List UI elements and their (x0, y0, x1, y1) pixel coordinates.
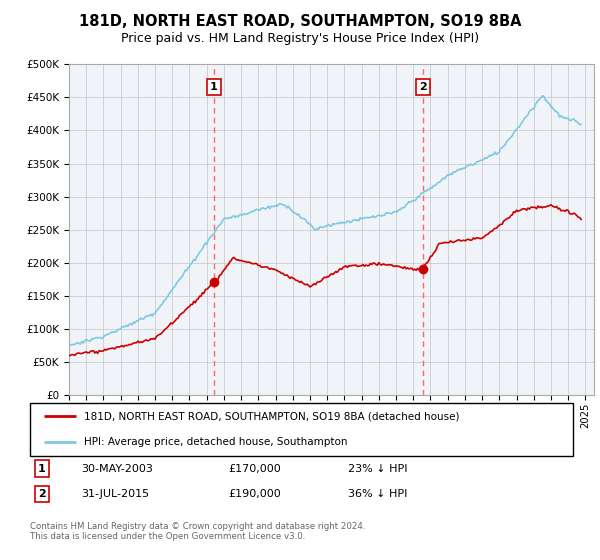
Text: 1: 1 (210, 82, 218, 92)
Text: 181D, NORTH EAST ROAD, SOUTHAMPTON, SO19 8BA (detached house): 181D, NORTH EAST ROAD, SOUTHAMPTON, SO19… (85, 412, 460, 422)
Text: 31-JUL-2015: 31-JUL-2015 (81, 489, 149, 499)
Text: 1: 1 (38, 464, 46, 474)
Text: £170,000: £170,000 (228, 464, 281, 474)
Text: 2: 2 (419, 82, 427, 92)
Text: Contains HM Land Registry data © Crown copyright and database right 2024.
This d: Contains HM Land Registry data © Crown c… (30, 522, 365, 542)
Text: 2: 2 (38, 489, 46, 499)
Text: £190,000: £190,000 (228, 489, 281, 499)
Text: Price paid vs. HM Land Registry's House Price Index (HPI): Price paid vs. HM Land Registry's House … (121, 32, 479, 45)
Text: HPI: Average price, detached house, Southampton: HPI: Average price, detached house, Sout… (85, 436, 348, 446)
Text: 23% ↓ HPI: 23% ↓ HPI (348, 464, 407, 474)
Text: 30-MAY-2003: 30-MAY-2003 (81, 464, 153, 474)
Text: 181D, NORTH EAST ROAD, SOUTHAMPTON, SO19 8BA: 181D, NORTH EAST ROAD, SOUTHAMPTON, SO19… (79, 14, 521, 29)
FancyBboxPatch shape (30, 403, 573, 456)
Text: 36% ↓ HPI: 36% ↓ HPI (348, 489, 407, 499)
